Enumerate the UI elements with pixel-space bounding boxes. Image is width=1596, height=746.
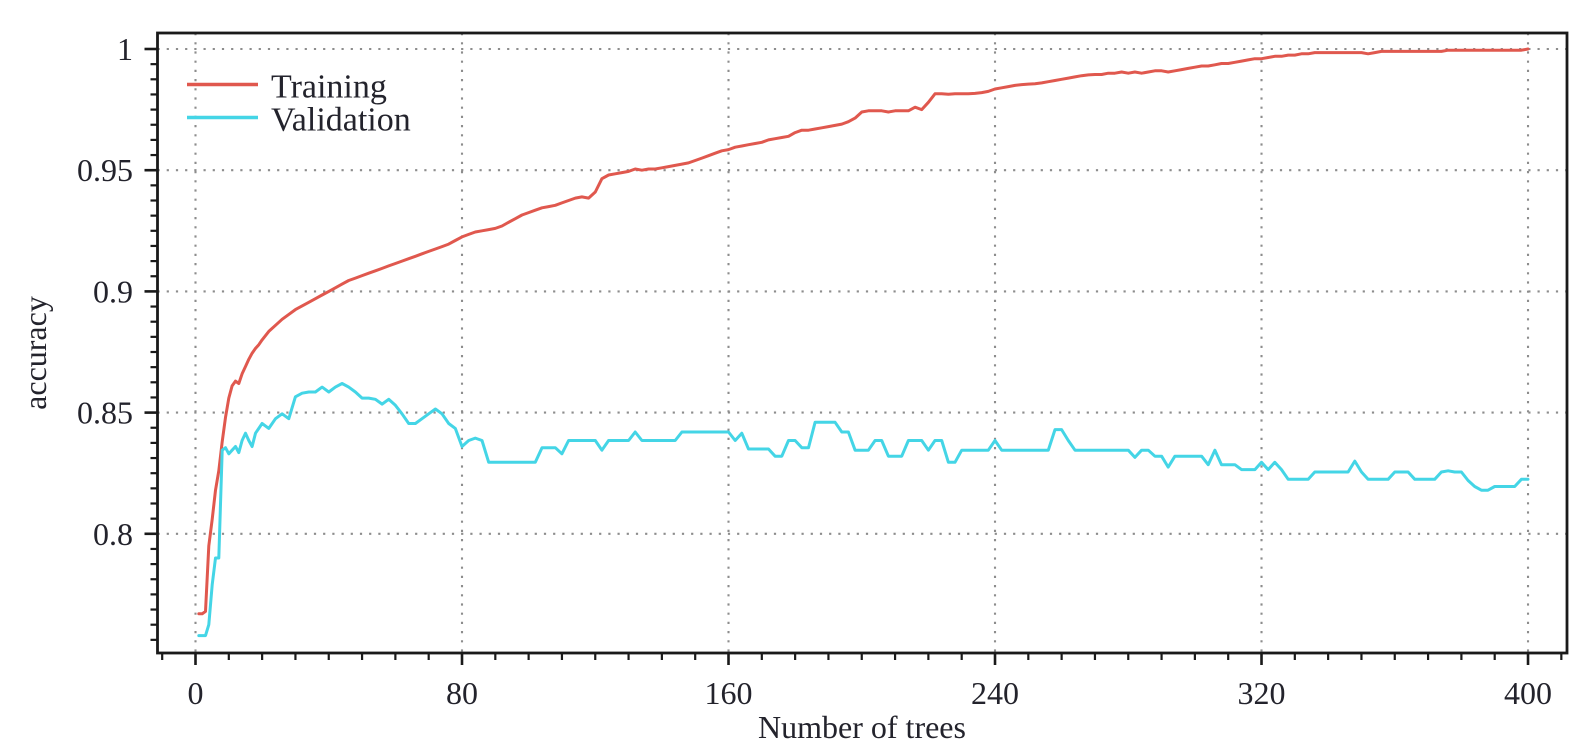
x-axis-label: Number of trees bbox=[758, 709, 966, 745]
legend: Training Validation bbox=[187, 69, 411, 139]
y-axis-label: accuracy bbox=[17, 296, 53, 410]
x-tick-label: 240 bbox=[971, 675, 1019, 711]
legend-label-validation: Validation bbox=[271, 102, 411, 139]
training-line bbox=[197, 47, 1530, 616]
validation-line bbox=[197, 382, 1530, 638]
y-tick-label: 1 bbox=[117, 31, 133, 67]
axis-ticks bbox=[144, 47, 1563, 665]
x-tick-label: 160 bbox=[705, 675, 753, 711]
y-tick-label: 0.85 bbox=[77, 395, 133, 431]
tick-labels: 0 80 160 240 320 400 1 0.95 0.9 0.85 0.8 bbox=[77, 31, 1552, 711]
x-tick-label: 80 bbox=[446, 675, 478, 711]
grid-lines bbox=[157, 33, 1567, 653]
legend-label-training: Training bbox=[271, 69, 387, 106]
y-tick-label: 0.9 bbox=[93, 273, 133, 309]
y-tick-label: 0.95 bbox=[77, 152, 133, 188]
x-tick-label: 320 bbox=[1238, 675, 1286, 711]
x-tick-label: 400 bbox=[1504, 675, 1552, 711]
y-tick-label: 0.8 bbox=[93, 516, 133, 552]
plot-border bbox=[156, 31, 1569, 655]
series-lines bbox=[197, 47, 1530, 638]
x-tick-label: 0 bbox=[188, 675, 204, 711]
